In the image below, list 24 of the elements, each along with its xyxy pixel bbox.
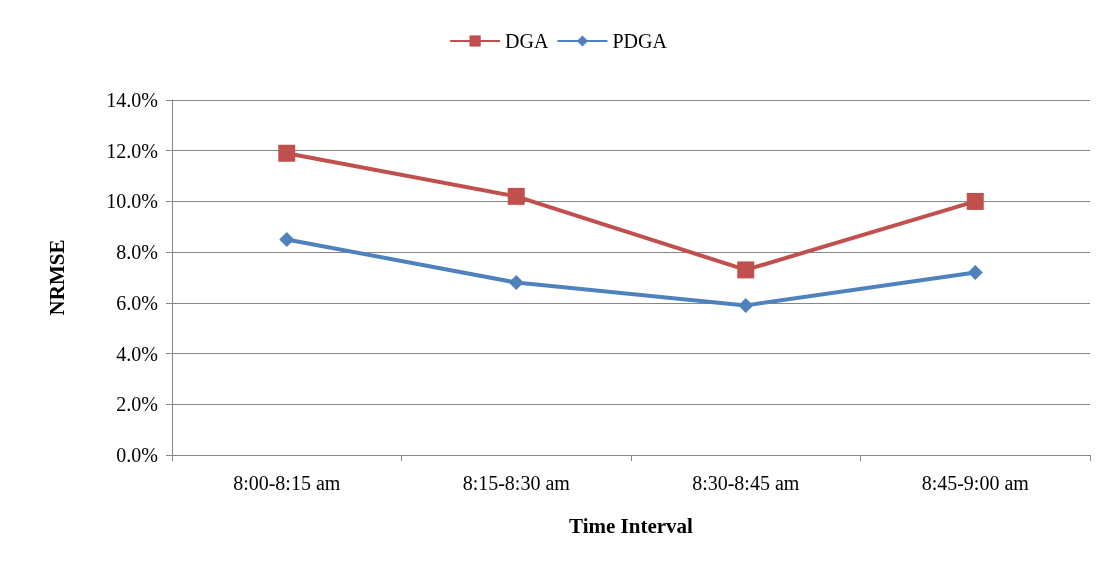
y-tick-label: 4.0%: [116, 342, 158, 365]
point: [737, 261, 755, 279]
point: [967, 264, 983, 280]
legend-label: DGA: [505, 30, 549, 52]
point: [508, 275, 524, 291]
y-tick-label: 0.0%: [116, 444, 158, 466]
y-tick-label: 10.0%: [106, 190, 158, 213]
y-axis-title: NRMSE: [44, 239, 69, 316]
y-tick-label: 6.0%: [116, 291, 158, 314]
point: [738, 297, 754, 313]
y-tick-label: 14.0%: [106, 89, 158, 111]
legend-label: PDGA: [612, 30, 668, 52]
y-tick-label: 12.0%: [106, 139, 158, 162]
y-tick-label: 2.0%: [116, 393, 158, 416]
x-tick-label: 8:45-9:00 am: [921, 472, 1030, 494]
x-tick-label: 8:15-8:30 am: [462, 472, 571, 494]
x-tick-label: 8:00-8:15 am: [233, 472, 341, 494]
point: [278, 144, 296, 162]
point: [966, 192, 984, 210]
point: [279, 231, 295, 247]
y-tick-label: 8.0%: [116, 241, 158, 264]
x-axis-title: Time Interval: [569, 513, 694, 538]
x-tick-label: 8:30-8:45 am: [692, 472, 800, 494]
point: [507, 187, 525, 205]
